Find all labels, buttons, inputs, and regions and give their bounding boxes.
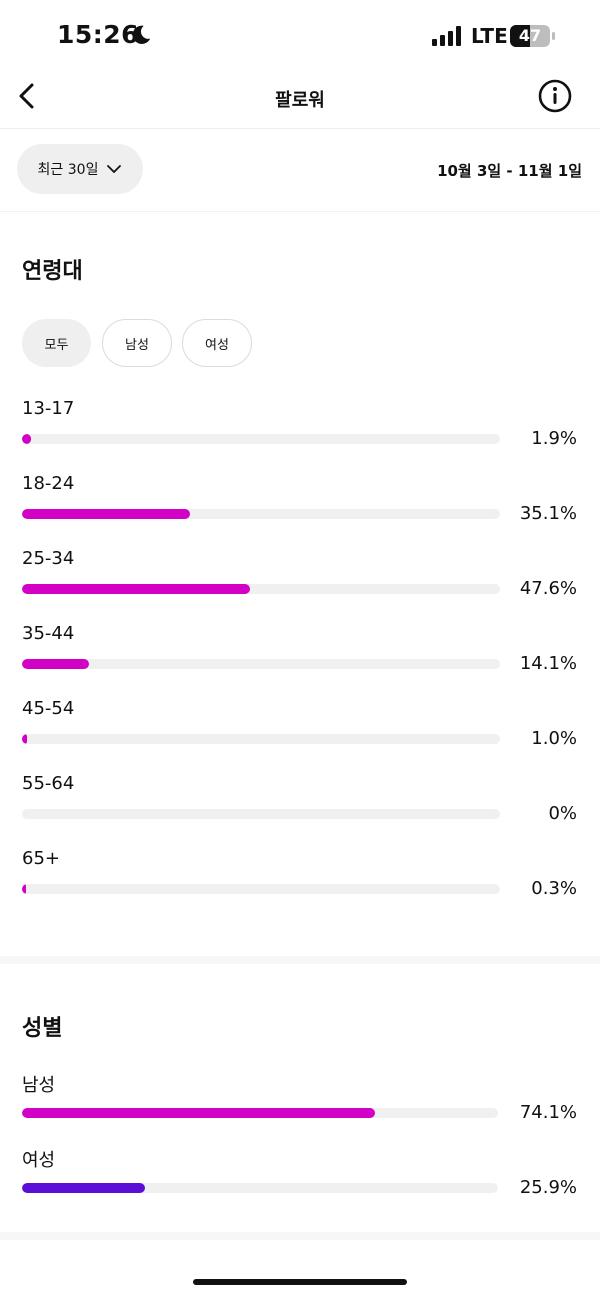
date-range-row: 최근 30일 10월 3일 - 11월 1일 bbox=[0, 129, 600, 212]
filter-male-label: 남성 bbox=[125, 337, 149, 353]
status-bar: 15:26 LTE 47 bbox=[0, 0, 600, 72]
gender-bar-track bbox=[22, 1183, 498, 1193]
age-label: 35-44 bbox=[22, 623, 75, 644]
age-bar-fill bbox=[22, 509, 190, 519]
page-title: 팔로워 bbox=[275, 90, 325, 111]
age-bar-track bbox=[22, 659, 500, 669]
gender-label: 남성 bbox=[22, 1075, 56, 1096]
gender-label: 여성 bbox=[22, 1150, 56, 1171]
age-percent: 0.3% bbox=[531, 878, 577, 899]
age-section-title: 연령대 bbox=[22, 259, 83, 284]
date-range-label: 최근 30일 bbox=[37, 162, 99, 178]
moon-icon bbox=[132, 25, 151, 44]
age-label: 45-54 bbox=[22, 698, 75, 719]
age-bar-fill bbox=[22, 584, 250, 594]
age-bar-fill bbox=[22, 659, 90, 669]
age-percent: 35.1% bbox=[519, 503, 577, 524]
age-percent: 1.0% bbox=[531, 728, 577, 749]
age-bar-track bbox=[22, 809, 500, 819]
age-bar-fill bbox=[22, 734, 27, 744]
age-bar-fill bbox=[22, 434, 32, 444]
battery-icon bbox=[510, 25, 555, 47]
age-label: 13-17 bbox=[22, 398, 75, 419]
filter-all-label: 모두 bbox=[44, 337, 69, 353]
filter-male-chip[interactable]: 남성 bbox=[102, 319, 172, 367]
gender-percent: 25.9% bbox=[519, 1177, 577, 1198]
section-divider bbox=[0, 1232, 600, 1240]
header: 팔로워 bbox=[0, 72, 600, 129]
date-range-text: 10월 3일 - 11월 1일 bbox=[437, 162, 582, 180]
gender-percent: 74.1% bbox=[519, 1102, 577, 1123]
chevron-down-icon bbox=[107, 165, 122, 173]
age-bar-track bbox=[22, 434, 500, 444]
age-label: 18-24 bbox=[22, 473, 75, 494]
gender-bar-track bbox=[22, 1108, 498, 1118]
age-bar-track bbox=[22, 884, 500, 894]
info-icon[interactable] bbox=[537, 78, 573, 114]
age-percent: 14.1% bbox=[519, 653, 577, 674]
filter-female-chip[interactable]: 여성 bbox=[182, 319, 252, 367]
gender-bar-fill bbox=[22, 1108, 375, 1118]
gender-bar-fill bbox=[22, 1183, 146, 1193]
status-time: 15:26 bbox=[57, 20, 140, 49]
age-percent: 0% bbox=[548, 803, 577, 824]
age-bar-track bbox=[22, 584, 500, 594]
battery-level: 47 bbox=[518, 26, 542, 45]
age-bar-fill bbox=[22, 884, 26, 894]
home-indicator[interactable] bbox=[193, 1279, 407, 1285]
filter-all-chip[interactable]: 모두 bbox=[22, 319, 91, 367]
date-range-dropdown[interactable]: 최근 30일 bbox=[17, 144, 143, 194]
signal-icon bbox=[432, 26, 461, 46]
age-bar-track bbox=[22, 509, 500, 519]
age-label: 65+ bbox=[22, 848, 60, 869]
age-percent: 47.6% bbox=[519, 578, 577, 599]
back-arrow-icon[interactable] bbox=[14, 82, 42, 110]
gender-section-title: 성별 bbox=[22, 1016, 63, 1041]
age-percent: 1.9% bbox=[531, 428, 577, 449]
age-bar-track bbox=[22, 734, 500, 744]
age-label: 55-64 bbox=[22, 773, 75, 794]
network-label: LTE bbox=[471, 24, 508, 48]
section-divider bbox=[0, 956, 600, 964]
filter-female-label: 여성 bbox=[205, 337, 229, 353]
age-label: 25-34 bbox=[22, 548, 75, 569]
